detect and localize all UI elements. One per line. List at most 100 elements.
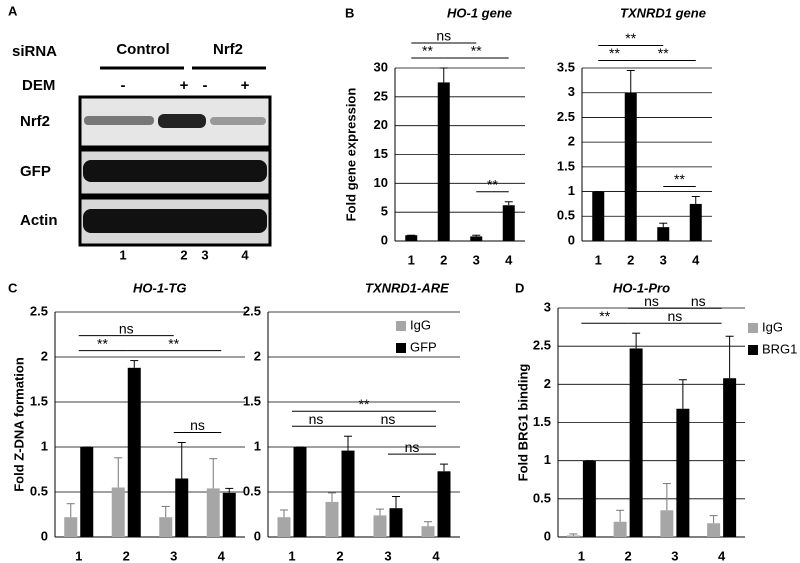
bar [64, 517, 78, 537]
group-label: Nrf2 [213, 41, 243, 58]
treatment: + [180, 77, 189, 94]
significance-label: ns [436, 28, 451, 44]
chart-title: HO-1-Pro [613, 280, 670, 295]
treatment: - [203, 77, 208, 94]
y-tick-label: 0 [568, 232, 575, 247]
error-bar [280, 509, 288, 518]
significance-label: ns [691, 293, 706, 309]
chart-title: HO-1 gene [447, 5, 512, 20]
error-bar [130, 360, 139, 368]
y-tick-label: 1.5 [30, 393, 48, 408]
y-tick-label: 15 [374, 146, 388, 161]
error-bar [632, 332, 641, 349]
significance-label: ** [487, 176, 498, 192]
x-tick-label: 4 [432, 548, 440, 563]
bar [127, 367, 141, 537]
bar [592, 191, 605, 241]
bar [277, 517, 291, 537]
x-tick-label: 3 [671, 548, 678, 563]
bar [389, 508, 403, 537]
bar [470, 236, 483, 241]
panel-label: C [8, 280, 18, 295]
error-bar [209, 458, 218, 489]
bar [660, 510, 674, 537]
bar [293, 447, 307, 537]
significance-label: ** [674, 171, 685, 187]
bar [629, 348, 643, 537]
y-tick-label: 1 [41, 438, 48, 453]
significance-label: ns [405, 439, 420, 455]
bar [723, 378, 737, 537]
bar [707, 523, 721, 537]
y-tick-label: 0.5 [557, 208, 575, 223]
significance-label: ** [599, 308, 610, 324]
y-tick-label: 2 [544, 376, 551, 391]
bar [421, 526, 435, 537]
lane-label: 4 [241, 247, 249, 262]
significance-label: ns [381, 411, 396, 427]
y-tick-label: 2.5 [30, 303, 48, 318]
y-tick-label: 0.5 [533, 490, 551, 505]
error-bar [626, 69, 635, 93]
error-bar [678, 379, 687, 409]
lane-label: 2 [180, 247, 187, 262]
y-tick-label: 10 [374, 175, 388, 190]
significance-label: ns [190, 417, 205, 433]
blot-panel: A siRNA Control Nrf2 DEM - + - + Nrf2 GF… [8, 3, 272, 262]
x-tick-label: 2 [627, 252, 634, 267]
x-tick-label: 4 [692, 252, 700, 267]
row-header: siRNA [12, 43, 57, 60]
error-bar [177, 442, 186, 479]
y-tick-label: 0 [381, 232, 388, 247]
bar [80, 447, 94, 537]
error-bar [709, 515, 718, 524]
bar [657, 227, 670, 241]
significance-label: ** [658, 45, 669, 61]
y-tick-label: 1 [568, 183, 575, 198]
bar [175, 478, 189, 537]
band-label: Actin [20, 212, 58, 229]
significance-label: ** [625, 30, 636, 46]
error-bar [725, 335, 734, 379]
chart-title: HO-1-TG [133, 280, 186, 295]
error-bar [344, 435, 352, 451]
bar [437, 82, 450, 242]
error-bar [569, 533, 578, 536]
y-tick-label: 0.5 [30, 483, 48, 498]
bar [624, 92, 637, 241]
x-tick-label: 2 [625, 548, 632, 563]
y-axis-label: Fold Z-DNA formation [11, 357, 26, 492]
y-tick-label: 2.5 [243, 303, 261, 318]
bar [676, 408, 690, 537]
y-tick-label: 25 [374, 88, 388, 103]
error-bar [659, 222, 668, 228]
legend-swatch [396, 321, 406, 331]
legend-label: IgG [762, 319, 783, 334]
x-tick-label: 1 [408, 252, 415, 267]
y-tick-label: 5 [381, 204, 388, 219]
x-tick-label: 3 [660, 252, 667, 267]
error-bar [616, 509, 625, 522]
error-bar [161, 505, 170, 518]
y-tick-label: 3 [568, 84, 575, 99]
x-tick-label: 3 [170, 548, 177, 563]
y-tick-label: 20 [374, 117, 388, 132]
y-tick-label: 1 [544, 452, 551, 467]
error-bar [440, 463, 448, 472]
bar [159, 517, 173, 537]
y-tick-label: 2 [254, 348, 261, 363]
x-tick-label: 4 [505, 252, 513, 267]
chart-title: TXNRD1-ARE [365, 280, 449, 295]
error-bar [504, 201, 513, 206]
x-tick-label: 3 [384, 548, 391, 563]
error-bar [376, 508, 384, 516]
x-tick-label: 1 [595, 252, 602, 267]
error-bar [472, 234, 481, 237]
legend-swatch [396, 343, 406, 353]
treatment: + [241, 77, 250, 94]
panel-label: A [8, 3, 18, 18]
y-tick-label: 1.5 [243, 393, 261, 408]
y-tick-label: 0 [41, 528, 48, 543]
significance-label: ** [422, 43, 433, 59]
treatment-header: DEM [22, 77, 55, 94]
